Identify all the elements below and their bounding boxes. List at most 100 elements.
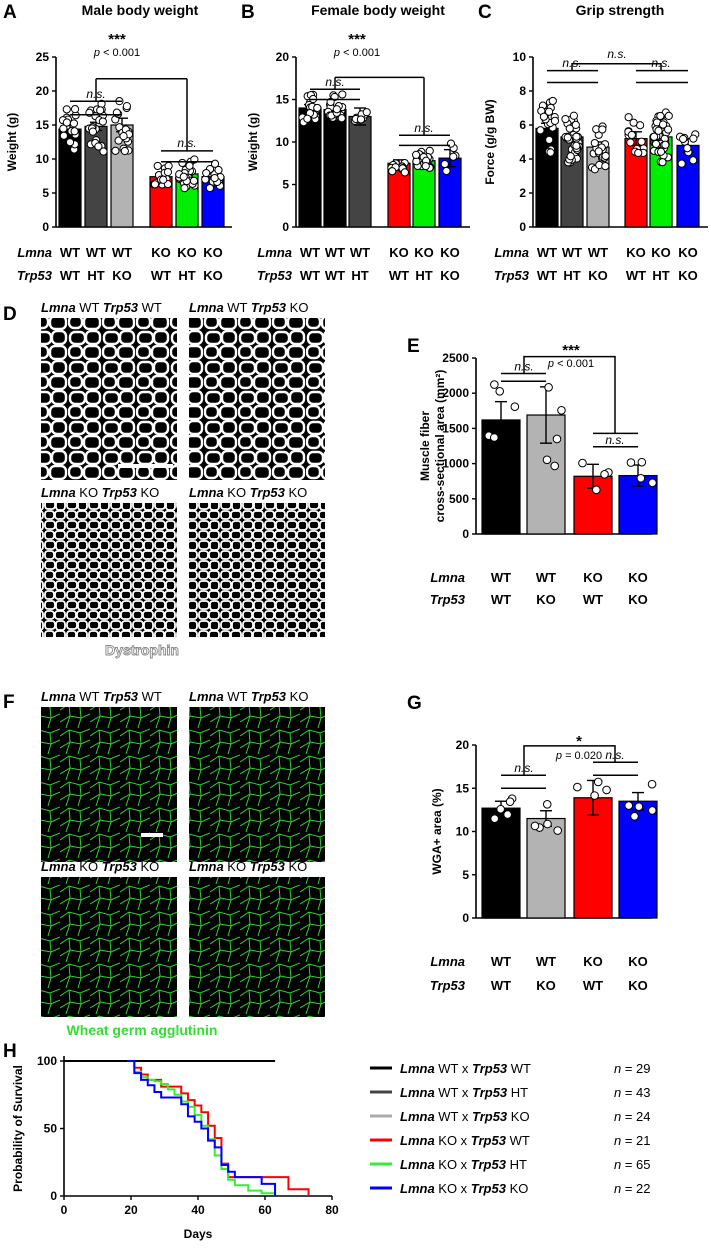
chart-title: Male body weight	[82, 2, 199, 18]
legend-n: n = 22	[614, 1181, 651, 1196]
data-point	[446, 139, 456, 148]
data-point	[664, 125, 673, 134]
data-point	[205, 183, 215, 193]
y-tick-label: 0	[462, 911, 469, 925]
data-point	[573, 782, 582, 792]
row-label-trp53: Trp53	[430, 978, 466, 993]
data-point	[630, 811, 639, 821]
y-tick-label: 1000	[442, 457, 469, 471]
micrograph-label: Lmna WT Trp53 WT	[41, 300, 162, 315]
x-group-label-trp53: HT	[563, 268, 580, 283]
micrograph-image	[41, 877, 177, 1017]
x-group-label-lmna: KO	[626, 245, 646, 260]
data-point	[62, 105, 71, 114]
data-point	[88, 127, 97, 136]
panel-F-micrographs: F Lmna WT Trp53 WT Lmna WT Trp53 KO Lmna KO…	[3, 689, 325, 1038]
data-point	[624, 113, 633, 122]
micrograph-label: Lmna WT Trp53 KO	[189, 300, 308, 315]
micrograph-label: Lmna KO Trp53 KO	[189, 485, 307, 500]
y-tick-label: 0	[519, 220, 526, 234]
x-group-label-lmna: KO	[389, 245, 409, 260]
data-point	[421, 161, 430, 171]
x-group-label-trp53: KO	[588, 268, 608, 283]
ns-label: n.s.	[607, 47, 626, 61]
bar	[323, 109, 347, 228]
survival-curve	[127, 1060, 277, 1196]
data-point	[400, 168, 409, 177]
data-point	[572, 132, 581, 141]
x-group-label-lmna: KO	[628, 570, 648, 585]
y-axis-label: Weight (g)	[246, 113, 260, 171]
legend-n: n = 65	[614, 1157, 651, 1172]
x-group-label-lmna: KO	[414, 245, 434, 260]
data-point	[637, 457, 647, 467]
data-point	[634, 148, 643, 158]
y-tick-label: 5	[462, 868, 469, 882]
x-group-label-trp53: HT	[87, 268, 104, 283]
data-point	[505, 797, 515, 806]
data-point	[332, 105, 341, 114]
data-point	[59, 131, 68, 140]
y-tick-label: 10	[276, 135, 290, 149]
data-point	[210, 174, 219, 183]
data-point	[651, 139, 661, 149]
micrograph-image	[189, 707, 325, 862]
data-point	[550, 116, 560, 125]
y-tick-label: 2	[519, 186, 526, 200]
x-group-label-trp53: KO	[628, 978, 648, 993]
x-group-label-lmna: WT	[491, 954, 511, 969]
data-point	[565, 124, 574, 133]
data-point	[658, 158, 667, 167]
data-point	[552, 434, 562, 444]
data-point	[569, 111, 579, 120]
x-tick-label: 40	[191, 1203, 205, 1217]
significance-stars: ***	[562, 342, 580, 359]
y-tick-label: 0	[282, 220, 289, 234]
x-group-label-trp53: WT	[151, 268, 171, 283]
significance-stars: ***	[108, 31, 126, 48]
row-label-trp53: Trp53	[257, 268, 293, 283]
data-point	[490, 814, 499, 823]
panel-label: D	[3, 304, 17, 325]
x-group-label-trp53: HT	[178, 268, 195, 283]
y-tick-label: 20	[36, 84, 50, 98]
y-axis-label: cross-sectional area (mm²)	[433, 370, 447, 523]
p-value: p < 0.001	[333, 47, 380, 59]
p-value: p < 0.001	[93, 47, 140, 59]
row-label-lmna: Lmna	[494, 245, 529, 260]
data-point	[598, 125, 607, 134]
bar	[348, 115, 372, 228]
x-group-label-trp53: KO	[536, 592, 556, 607]
data-point	[214, 165, 223, 175]
data-point	[689, 134, 698, 143]
row-label-trp53: Trp53	[430, 592, 466, 607]
data-point	[544, 107, 554, 116]
x-group-label-lmna: WT	[325, 245, 345, 260]
y-tick-label: 10	[36, 152, 50, 166]
x-group-label-trp53: KO	[628, 592, 648, 607]
data-point	[601, 151, 610, 161]
x-group-label-trp53: WT	[491, 978, 511, 993]
data-point	[159, 175, 168, 184]
p-value: p < 0.001	[547, 358, 594, 370]
data-point	[561, 114, 570, 124]
y-tick-label: 0	[50, 1189, 57, 1203]
micrograph-image	[189, 877, 325, 1017]
data-point	[111, 146, 120, 155]
data-point	[578, 458, 587, 468]
data-point	[388, 167, 397, 176]
legend-n: n = 43	[614, 1085, 651, 1100]
x-group-label-lmna: WT	[112, 245, 132, 260]
x-group-label-lmna: KO	[151, 245, 171, 260]
data-point	[590, 791, 599, 800]
data-point	[656, 111, 665, 121]
data-point	[178, 158, 187, 168]
y-tick-label: 500	[449, 492, 469, 506]
legend-entry: Lmna KO x Trp53 KO	[400, 1181, 528, 1196]
data-point	[70, 105, 80, 114]
data-point	[539, 112, 549, 121]
x-group-label-lmna: WT	[537, 245, 557, 260]
data-point	[96, 106, 105, 115]
x-group-label-trp53: KO	[536, 978, 556, 993]
